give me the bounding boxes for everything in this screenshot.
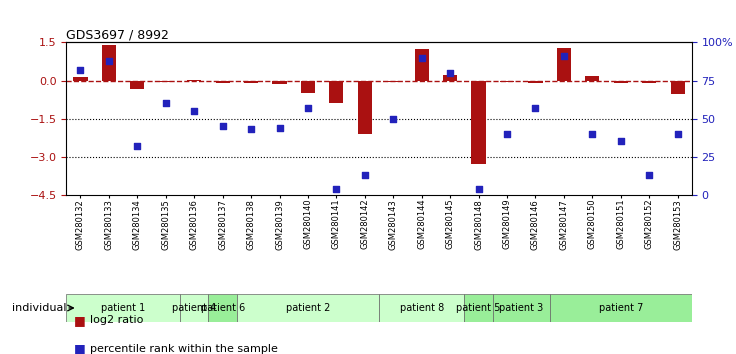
Bar (208, 294, 237, 322)
Text: patient 4: patient 4 (172, 303, 216, 313)
Bar (159, 81, 173, 82)
Bar (237, 294, 379, 322)
Bar (614, 81, 628, 82)
Point (160, 101, 171, 106)
Text: GDS3697 / 8992: GDS3697 / 8992 (66, 28, 169, 41)
Bar (187, 80, 202, 81)
Text: patient 1: patient 1 (101, 303, 145, 313)
Text: individual: individual (12, 303, 66, 313)
Bar (301, 81, 315, 93)
Point (103, 58, 115, 64)
Point (302, 105, 314, 111)
Text: patient 7: patient 7 (598, 303, 643, 313)
Point (501, 131, 513, 137)
Bar (670, 81, 684, 95)
Bar (74, 77, 88, 81)
Bar (493, 294, 550, 322)
Point (245, 126, 257, 132)
Bar (66, 294, 180, 322)
Point (74, 67, 86, 73)
Point (416, 55, 428, 61)
Bar (472, 81, 486, 164)
Bar (550, 294, 692, 322)
Point (132, 143, 144, 149)
Bar (414, 49, 429, 81)
Text: patient 3: patient 3 (499, 303, 543, 313)
Bar (443, 75, 457, 81)
Bar (556, 47, 571, 81)
Point (615, 138, 626, 144)
Text: percentile rank within the sample: percentile rank within the sample (90, 344, 277, 354)
Bar (500, 81, 514, 82)
Point (473, 186, 484, 192)
Text: patient 8: patient 8 (400, 303, 444, 313)
Point (672, 131, 684, 137)
Bar (358, 81, 372, 134)
Bar (386, 81, 400, 82)
Bar (329, 81, 344, 103)
Point (558, 53, 570, 59)
Point (643, 172, 655, 178)
Point (216, 124, 228, 129)
Text: ■: ■ (74, 342, 85, 354)
Point (445, 70, 456, 76)
Bar (216, 81, 230, 83)
Bar (272, 81, 286, 84)
Bar (102, 45, 116, 81)
Point (587, 131, 598, 137)
Text: patient 5: patient 5 (456, 303, 500, 313)
Point (330, 186, 342, 192)
Point (529, 105, 541, 111)
Text: ■: ■ (74, 314, 85, 327)
Bar (585, 76, 599, 81)
Bar (528, 81, 542, 82)
Text: log2 ratio: log2 ratio (90, 315, 144, 325)
Bar (464, 294, 493, 322)
Bar (244, 81, 258, 82)
Bar (180, 294, 208, 322)
Point (188, 108, 200, 114)
Point (387, 116, 399, 121)
Point (274, 125, 286, 131)
Text: patient 2: patient 2 (286, 303, 330, 313)
Point (359, 172, 371, 178)
Bar (642, 81, 657, 82)
Bar (379, 294, 464, 322)
Bar (130, 81, 144, 90)
Text: patient 6: patient 6 (200, 303, 245, 313)
